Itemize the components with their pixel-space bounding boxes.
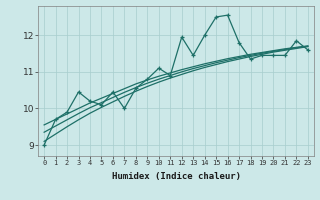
X-axis label: Humidex (Indice chaleur): Humidex (Indice chaleur)	[111, 172, 241, 181]
